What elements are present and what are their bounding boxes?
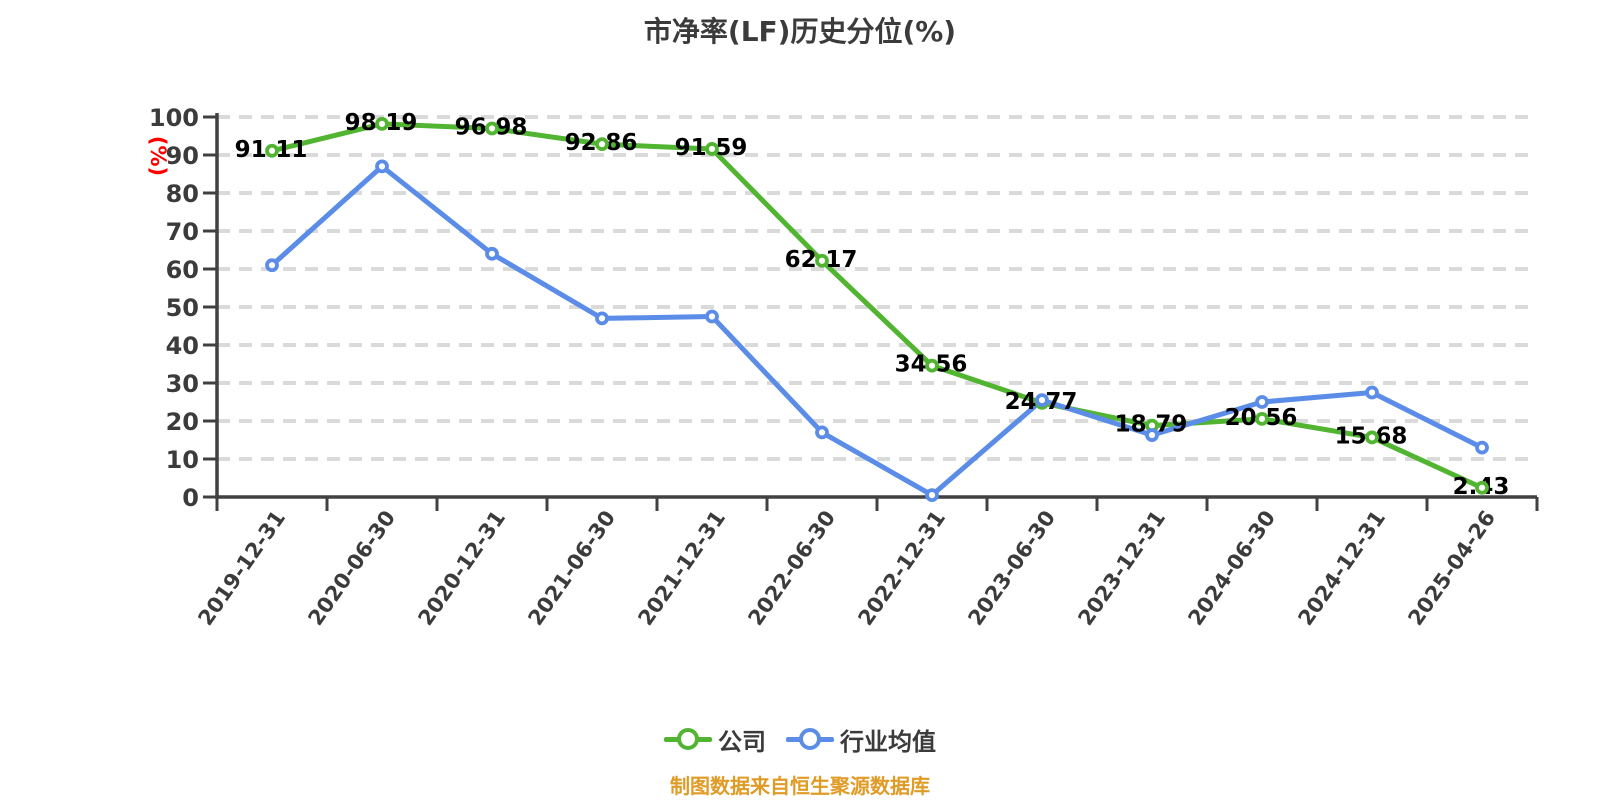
industry-data-point (1365, 385, 1379, 400)
y-tick-label: 70 (166, 218, 199, 246)
industry-data-point (925, 488, 939, 503)
x-tick-label: 2021-12-31 (633, 506, 730, 630)
y-axis-unit: (%) (146, 136, 170, 176)
x-tick-label: 2020-06-30 (303, 506, 400, 630)
company-data-point (705, 142, 719, 156)
footer-note: 制图数据来自恒生聚源数据库 (670, 774, 930, 798)
x-tick-label: 2023-12-31 (1073, 506, 1170, 630)
industry-data-point (595, 311, 609, 326)
company-data-point (1365, 430, 1379, 445)
legend-item-industry[interactable]: 行业均值 (786, 722, 936, 757)
legend-circle-icon (799, 728, 821, 750)
legend-marker (786, 728, 834, 751)
industry-data-point (265, 258, 279, 273)
x-tick-label: 2021-06-30 (523, 506, 620, 630)
industry-data-point (705, 309, 719, 324)
x-tick-label: 2023-06-30 (963, 506, 1060, 630)
company-data-point (925, 358, 939, 373)
y-tick-label: 20 (166, 408, 199, 436)
industry-data-point (485, 246, 499, 261)
y-tick-label: 30 (166, 370, 199, 398)
industry-data-point (1475, 440, 1489, 455)
company-data-point (485, 121, 499, 136)
legend-item-company[interactable]: 公司 (664, 722, 766, 757)
industry-data-point (1255, 395, 1269, 409)
x-tick-label: 2024-06-30 (1183, 506, 1280, 630)
legend-label: 行业均值 (840, 728, 936, 756)
y-tick-label: 0 (182, 484, 199, 512)
industry-series-line (269, 163, 1485, 498)
x-tick-label: 2020-12-31 (413, 506, 510, 630)
industry-data-point (375, 159, 389, 174)
company-data-point (265, 143, 279, 158)
x-tick-label: 2022-12-31 (853, 506, 950, 630)
company-data-point (375, 116, 389, 131)
x-tick-label: 2025-04-26 (1403, 506, 1500, 630)
legend-label: 公司 (718, 728, 766, 756)
company-series-line (269, 121, 1485, 491)
company-data-point (595, 137, 609, 152)
y-tick-label: 80 (166, 180, 199, 208)
x-tick-label: 2022-06-30 (743, 506, 840, 630)
company-data-point (1475, 480, 1489, 495)
y-tick-label: 40 (166, 332, 199, 360)
industry-data-point (1145, 428, 1159, 442)
company-data-point (1255, 411, 1269, 426)
chart-title: 市净率(LF)历史分位(%) (643, 15, 957, 48)
industry-data-point (815, 425, 829, 440)
x-tick-label: 2019-12-31 (193, 506, 290, 630)
y-tick-label: 90 (166, 142, 199, 170)
industry-data-point (1035, 393, 1049, 408)
legend: 公司 行业均值 (0, 722, 1600, 757)
y-tick-label: 60 (166, 256, 199, 284)
legend-marker (664, 728, 712, 751)
y-tick-label: 100 (149, 104, 199, 132)
x-tick-label: 2024-12-31 (1293, 506, 1390, 630)
legend-circle-icon (677, 728, 699, 750)
y-tick-label: 50 (166, 294, 199, 322)
company-data-point (815, 253, 829, 268)
y-tick-label: 10 (166, 446, 199, 474)
